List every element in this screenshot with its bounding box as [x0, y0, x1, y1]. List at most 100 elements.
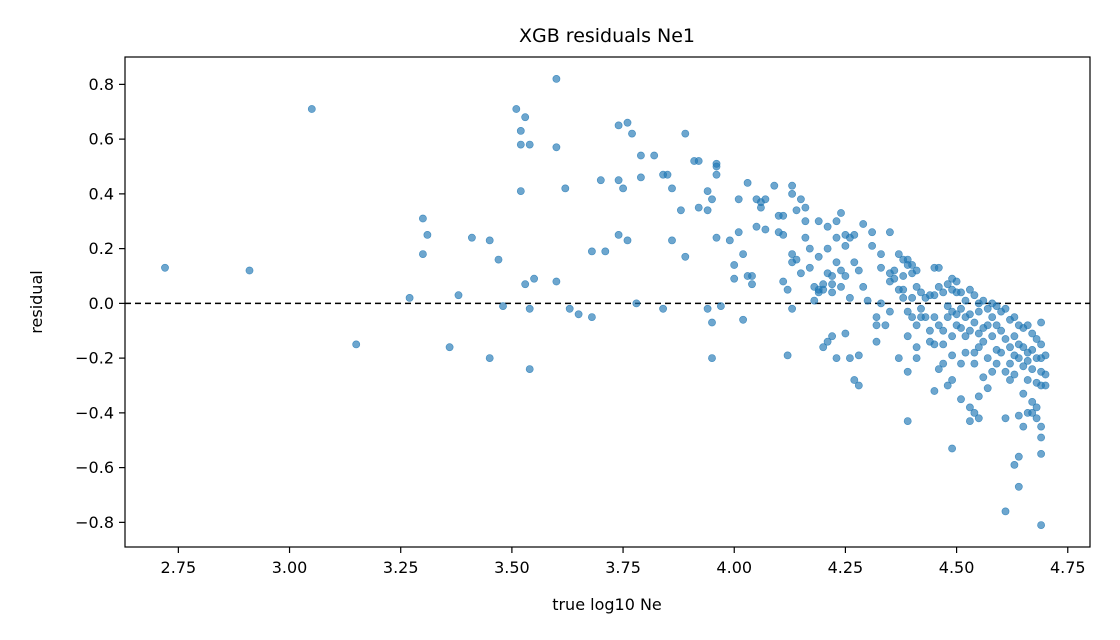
- data-point: [805, 263, 814, 272]
- x-tick-label: 4.50: [939, 558, 975, 577]
- data-point: [405, 293, 414, 302]
- data-point: [1037, 340, 1045, 349]
- data-point: [668, 236, 676, 245]
- data-point: [903, 332, 912, 341]
- data-point: [979, 296, 988, 305]
- data-point: [1010, 313, 1019, 321]
- x-tick-label: 3.25: [383, 558, 419, 577]
- data-point: [832, 233, 841, 242]
- data-point: [632, 299, 641, 308]
- data-point: [970, 318, 979, 327]
- data-point: [828, 288, 836, 297]
- data-point: [903, 367, 912, 376]
- data-point: [997, 348, 1005, 357]
- data-point: [1006, 359, 1014, 368]
- x-tick-label: 3.75: [605, 558, 641, 577]
- data-point: [1023, 356, 1032, 365]
- y-tick-label: 0.6: [89, 130, 114, 149]
- data-point: [966, 417, 974, 425]
- data-point: [948, 351, 956, 360]
- data-point: [1001, 304, 1010, 313]
- data-point: [952, 310, 961, 319]
- data-point: [943, 302, 952, 310]
- data-point: [988, 313, 997, 321]
- data-point: [961, 348, 970, 357]
- data-point: [997, 326, 1005, 335]
- data-point: [917, 304, 925, 313]
- data-point: [930, 340, 939, 349]
- data-point: [992, 359, 1001, 368]
- data-point: [837, 209, 845, 217]
- data-point: [970, 291, 979, 300]
- data-point: [1010, 370, 1019, 379]
- data-point: [877, 299, 885, 308]
- data-point: [939, 359, 948, 368]
- data-point: [601, 247, 610, 256]
- x-tick-label: 4.00: [716, 558, 752, 577]
- data-point: [663, 170, 672, 179]
- data-point: [801, 203, 810, 212]
- data-point: [485, 354, 494, 362]
- data-point: [1028, 365, 1037, 373]
- data-point: [939, 326, 948, 335]
- data-point: [1001, 367, 1010, 376]
- y-tick-label: 0.4: [89, 184, 114, 203]
- x-tick-label: 3.00: [272, 558, 308, 577]
- data-point: [992, 321, 1001, 330]
- data-point: [988, 367, 997, 376]
- data-point: [1028, 329, 1037, 338]
- data-point: [841, 272, 850, 280]
- data-point: [734, 195, 743, 204]
- data-point: [859, 282, 868, 291]
- data-point: [552, 277, 561, 286]
- data-point: [872, 337, 881, 346]
- data-point: [921, 313, 930, 321]
- data-point: [494, 255, 503, 264]
- plot-frame: [124, 56, 1091, 548]
- data-point: [930, 313, 939, 321]
- data-point: [552, 75, 561, 83]
- data-point: [761, 195, 770, 204]
- data-point: [757, 203, 765, 212]
- data-point: [828, 272, 836, 280]
- data-point: [703, 304, 712, 313]
- data-point: [619, 184, 627, 193]
- data-point: [788, 181, 796, 190]
- data-point: [823, 222, 832, 231]
- data-point: [516, 140, 525, 149]
- chart-title: XGB residuals Ne1: [519, 25, 695, 47]
- data-point: [832, 258, 841, 267]
- data-point: [499, 302, 507, 310]
- data-point: [712, 170, 721, 179]
- data-point: [970, 408, 979, 417]
- data-point: [943, 381, 952, 390]
- data-point: [423, 230, 432, 239]
- data-point: [819, 280, 828, 289]
- data-point: [912, 343, 921, 352]
- data-point: [596, 176, 605, 185]
- data-point: [245, 266, 254, 275]
- data-point: [418, 214, 427, 223]
- data-point: [814, 217, 823, 226]
- data-point: [801, 217, 810, 226]
- data-point: [966, 285, 974, 294]
- data-point: [637, 151, 645, 160]
- data-point: [934, 365, 943, 373]
- data-point: [939, 288, 948, 297]
- data-point: [659, 304, 667, 313]
- x-tick-label: 2.75: [161, 558, 197, 577]
- data-point: [988, 332, 997, 341]
- data-point: [561, 184, 570, 193]
- data-point: [445, 343, 454, 352]
- y-tick-label: 0.0: [89, 294, 114, 313]
- data-point: [1032, 335, 1041, 343]
- data-point: [681, 252, 690, 261]
- data-point: [966, 403, 974, 412]
- data-point: [966, 326, 974, 335]
- data-point: [872, 321, 881, 330]
- data-point: [1028, 408, 1037, 417]
- x-tick-label: 4.75: [1050, 558, 1086, 577]
- data-point: [1019, 389, 1028, 398]
- data-point: [859, 220, 868, 228]
